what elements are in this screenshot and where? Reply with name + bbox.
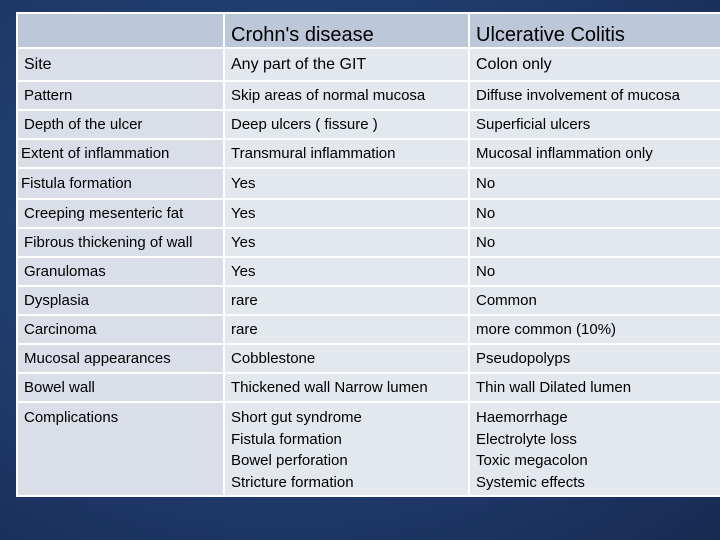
uc-complication: Systemic effects [476, 473, 585, 491]
crohns-cell: Thickened wall Narrow lumen [223, 372, 470, 403]
table-row: Creeping mesenteric fat Yes No [16, 198, 720, 229]
row-label: Depth of the ulcer [16, 109, 225, 140]
row-label: Extent of inflammation [16, 138, 225, 169]
uc-cell: No [468, 198, 720, 229]
uc-complication: Electrolyte loss [476, 430, 577, 448]
uc-cell: No [468, 227, 720, 258]
crohns-complication: Fistula formation [231, 430, 342, 448]
row-label: Mucosal appearances [16, 343, 225, 374]
uc-cell: Pseudopolyps [468, 343, 720, 374]
table-header-row: Crohn's disease Ulcerative Colitis [16, 12, 720, 49]
crohns-cell: rare [223, 285, 470, 316]
row-label: Fistula formation [16, 167, 225, 200]
uc-complication: Toxic megacolon [476, 452, 588, 469]
table-row: Pattern Skip areas of normal mucosa Diff… [16, 80, 720, 111]
crohns-cell: Yes [223, 256, 470, 287]
uc-cell: Mucosal inflammation only [468, 138, 720, 169]
crohns-cell: Cobblestone [223, 343, 470, 374]
table-row: Bowel wall Thickened wall Narrow lumen T… [16, 372, 720, 403]
table-row: Dysplasia rare Common [16, 285, 720, 316]
table-row: Fibrous thickening of wall Yes No [16, 227, 720, 258]
uc-cell: more common (10%) [468, 314, 720, 345]
crohns-complications-cell: Short gut syndrome Fistula formation Bow… [223, 401, 470, 497]
uc-cell: No [468, 167, 720, 200]
uc-cell: Diffuse involvement of mucosa [468, 80, 720, 111]
table-row: Fistula formation Yes No [16, 167, 720, 200]
crohns-complication: Short gut syndrome [231, 409, 362, 426]
uc-complications-cell: Haemorrhage Electrolyte loss Toxic megac… [468, 401, 720, 497]
header-ulcerative-colitis: Ulcerative Colitis [468, 12, 720, 49]
crohns-cell: rare [223, 314, 470, 345]
table-row: Carcinoma rare more common (10%) [16, 314, 720, 345]
row-label: Pattern [16, 80, 225, 111]
uc-cell: Common [468, 285, 720, 316]
row-label: Fibrous thickening of wall [16, 227, 225, 258]
row-label: Site [16, 47, 225, 82]
uc-cell: Colon only [468, 47, 720, 82]
row-label: Carcinoma [16, 314, 225, 345]
crohns-complication: Bowel perforation [231, 452, 348, 469]
crohns-cell: Skip areas of normal mucosa [223, 80, 470, 111]
header-crohns: Crohn's disease [223, 12, 470, 49]
uc-cell: Superficial ulcers [468, 109, 720, 140]
crohns-cell: Yes [223, 227, 470, 258]
table-row: Depth of the ulcer Deep ulcers ( fissure… [16, 109, 720, 140]
table-row: Mucosal appearances Cobblestone Pseudopo… [16, 343, 720, 374]
uc-cell: No [468, 256, 720, 287]
table-row: Extent of inflammation Transmural inflam… [16, 138, 720, 169]
crohns-complication: Stricture formation [231, 473, 354, 491]
row-label: Granulomas [16, 256, 225, 287]
uc-complication: Haemorrhage [476, 409, 568, 426]
crohns-cell: Any part of the GIT [223, 47, 470, 82]
row-label: Bowel wall [16, 372, 225, 403]
complications-row: Complications Short gut syndrome Fistula… [16, 401, 720, 497]
row-label: Dysplasia [16, 285, 225, 316]
table-row: Site Any part of the GIT Colon only [16, 47, 720, 82]
row-label-complications: Complications [16, 401, 225, 497]
crohns-cell: Yes [223, 198, 470, 229]
comparison-table: Crohn's disease Ulcerative Colitis Site … [16, 12, 720, 497]
header-cell-empty [16, 12, 225, 49]
crohns-cell: Yes [223, 167, 470, 200]
table-row: Granulomas Yes No [16, 256, 720, 287]
uc-cell: Thin wall Dilated lumen [468, 372, 720, 403]
crohns-cell: Deep ulcers ( fissure ) [223, 109, 470, 140]
crohns-cell: Transmural inflammation [223, 138, 470, 169]
row-label: Creeping mesenteric fat [16, 198, 225, 229]
